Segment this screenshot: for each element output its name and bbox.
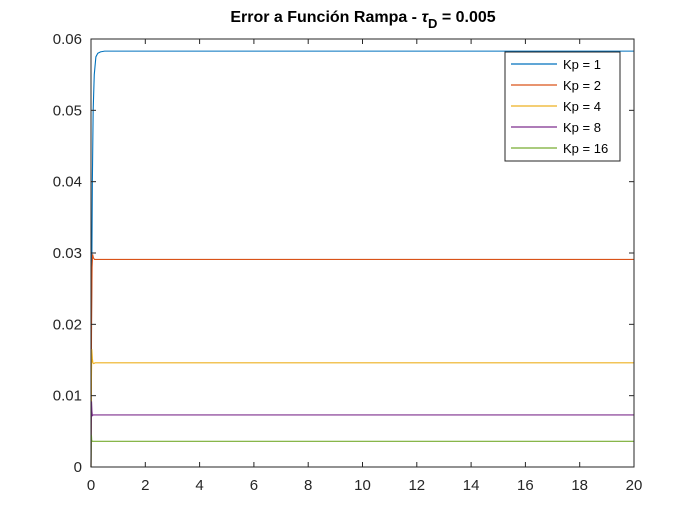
y-tick-label: 0.06 <box>53 31 82 48</box>
x-tick-label: 8 <box>304 477 312 494</box>
x-tick-label: 20 <box>626 477 643 494</box>
title-prefix: Error a Función Rampa - <box>230 9 421 26</box>
legend-label-kp-2: Kp = 2 <box>563 78 601 93</box>
x-tick-label: 4 <box>195 477 203 494</box>
x-tick-label: 12 <box>408 477 425 494</box>
title-subscript: D <box>428 16 437 31</box>
y-tick-label: 0.04 <box>53 174 82 191</box>
series-line-kp-2 <box>90 254 634 468</box>
legend-label-kp-5: Kp = 16 <box>563 141 608 156</box>
x-tick-label: 14 <box>463 477 480 494</box>
y-tick-label: 0 <box>74 459 82 476</box>
title-symbol: τ <box>421 9 429 26</box>
legend-label-kp-3: Kp = 4 <box>563 99 601 114</box>
x-tick-label: 0 <box>87 477 95 494</box>
series-line-kp-3 <box>90 349 634 468</box>
x-tick-label: 2 <box>141 477 149 494</box>
y-tick-label: 0.01 <box>53 388 82 405</box>
legend-label-kp-4: Kp = 8 <box>563 120 601 135</box>
y-tick-label: 0.03 <box>53 245 82 262</box>
chart-title: Error a Función Rampa - τD = 0.005 <box>230 9 495 31</box>
x-tick-label: 16 <box>517 477 534 494</box>
title-suffix: = 0.005 <box>437 9 495 26</box>
y-tick-label: 0.05 <box>53 102 82 119</box>
x-tick-label: 6 <box>250 477 258 494</box>
legend-label-kp-1: Kp = 1 <box>563 57 601 72</box>
x-tick-label: 10 <box>354 477 371 494</box>
axes-layer: 0 2 4 6 8 10 12 14 16 18 20 0 0.01 0.02 0.03 0.04 0.05 0.… <box>53 31 643 494</box>
series-line-kp-1 <box>90 50 634 468</box>
x-tick-label: 18 <box>571 477 588 494</box>
y-tick-label: 0.02 <box>53 316 82 333</box>
legend: Kp = 1 Kp = 2 Kp = 4 Kp = 8 Kp = 16 <box>504 51 621 162</box>
